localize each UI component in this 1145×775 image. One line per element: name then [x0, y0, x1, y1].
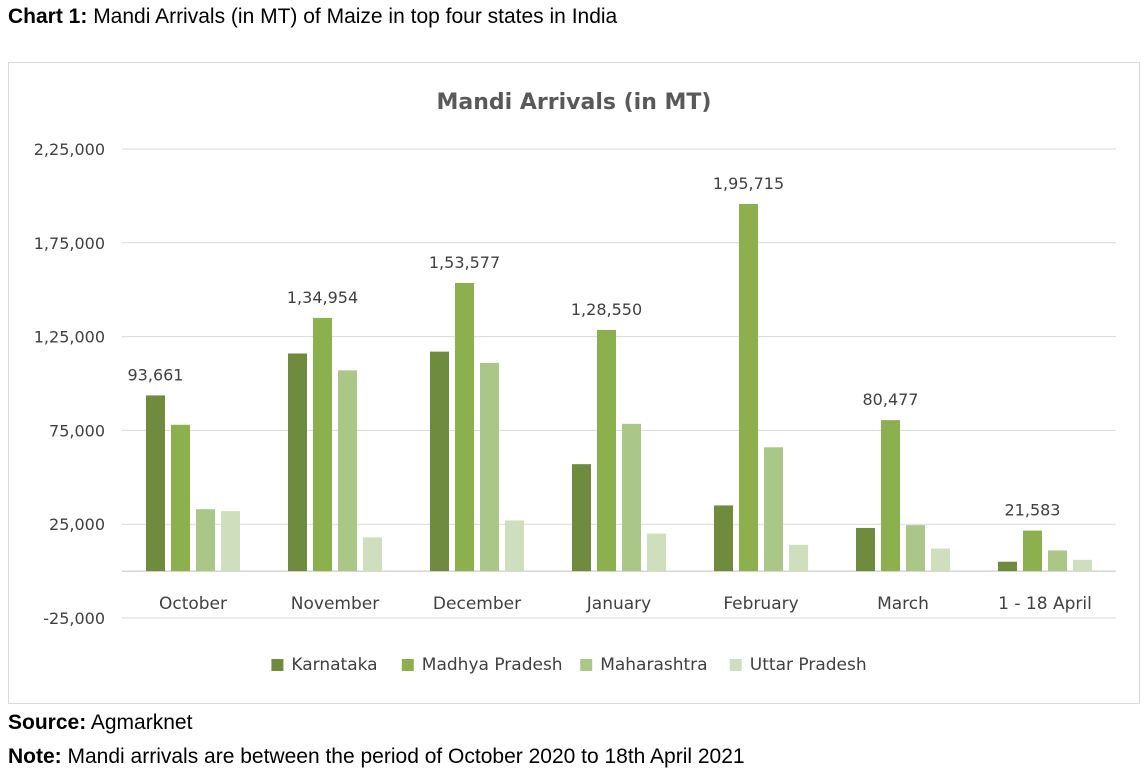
bar [622, 423, 641, 572]
bar [597, 329, 616, 572]
x-tick-label: March [877, 594, 929, 614]
legend-swatch [401, 659, 414, 671]
x-tick-label: December [433, 594, 521, 614]
data-label: 80,477 [863, 390, 919, 409]
bar [998, 561, 1017, 572]
bar [221, 511, 240, 572]
data-label: 1,95,715 [713, 174, 784, 193]
y-tick-label: 25,000 [49, 515, 105, 534]
bar [856, 527, 875, 572]
bar [739, 203, 758, 572]
y-tick-label: 1,75,000 [34, 234, 105, 253]
legend-swatch [729, 659, 742, 671]
bar [881, 420, 900, 572]
bar [146, 395, 165, 572]
bar [714, 505, 733, 572]
y-tick-label: 1,25,000 [34, 328, 105, 347]
chart-caption: Chart 1: Mandi Arrivals (in MT) of Maize… [8, 4, 617, 30]
chart-title: Mandi Arrivals (in MT) [437, 90, 712, 115]
caption-text: Mandi Arrivals (in MT) of Maize in top f… [87, 5, 618, 28]
x-tick-label: October [159, 594, 227, 614]
y-tick-label: 75,000 [49, 421, 105, 440]
legend-label: Uttar Pradesh [750, 655, 867, 675]
source-text: Agmarknet [86, 711, 193, 734]
bar [430, 351, 449, 572]
bar [505, 520, 524, 572]
x-tick-label: February [723, 594, 798, 614]
bar [647, 533, 666, 572]
bar [1048, 550, 1067, 572]
source-prefix: Source: [8, 711, 87, 734]
legend-label: Maharashtra [600, 655, 707, 675]
y-tick-label: -25,000 [43, 609, 105, 628]
bar-chart: Mandi Arrivals (in MT) -25,000 25,000 75,00… [34, 90, 1116, 675]
data-label: 21,583 [1005, 501, 1061, 520]
legend-label: Madhya Pradesh [422, 655, 563, 675]
chart-container: Mandi Arrivals (in MT) -25,000 25,000 75,00… [8, 62, 1140, 704]
bar [1073, 559, 1092, 572]
note-text: Mandi arrivals are between the period of… [61, 745, 745, 768]
y-tick-label: 2,25,000 [34, 140, 105, 159]
source-line: Source: Agmarknet [8, 710, 192, 736]
bar [480, 362, 499, 572]
legend-label: Karnataka [291, 655, 377, 675]
data-label: 1,53,577 [429, 253, 500, 272]
legend-swatch [271, 659, 284, 671]
data-label: 1,34,954 [287, 288, 358, 307]
data-label: 93,661 [128, 365, 184, 384]
bar [171, 424, 190, 572]
x-tick-label: January [586, 594, 651, 614]
legend-swatch [580, 659, 593, 671]
x-tick-label: 1 - 18 April [998, 594, 1092, 614]
note-prefix: Note: [8, 745, 62, 768]
caption-prefix: Chart 1: [8, 5, 88, 28]
bar [363, 537, 382, 572]
bar [931, 548, 950, 572]
bar [288, 353, 307, 572]
bar [338, 370, 357, 572]
x-tick-label: November [291, 594, 379, 614]
bar [789, 544, 808, 572]
bar [764, 447, 783, 572]
bar [1023, 530, 1042, 572]
bar [572, 464, 591, 572]
data-label: 1,28,550 [571, 300, 642, 319]
bar [455, 282, 474, 572]
note-line: Note: Mandi arrivals are between the per… [8, 744, 745, 770]
bar [196, 509, 215, 572]
bar [313, 317, 332, 572]
bar [906, 525, 925, 572]
